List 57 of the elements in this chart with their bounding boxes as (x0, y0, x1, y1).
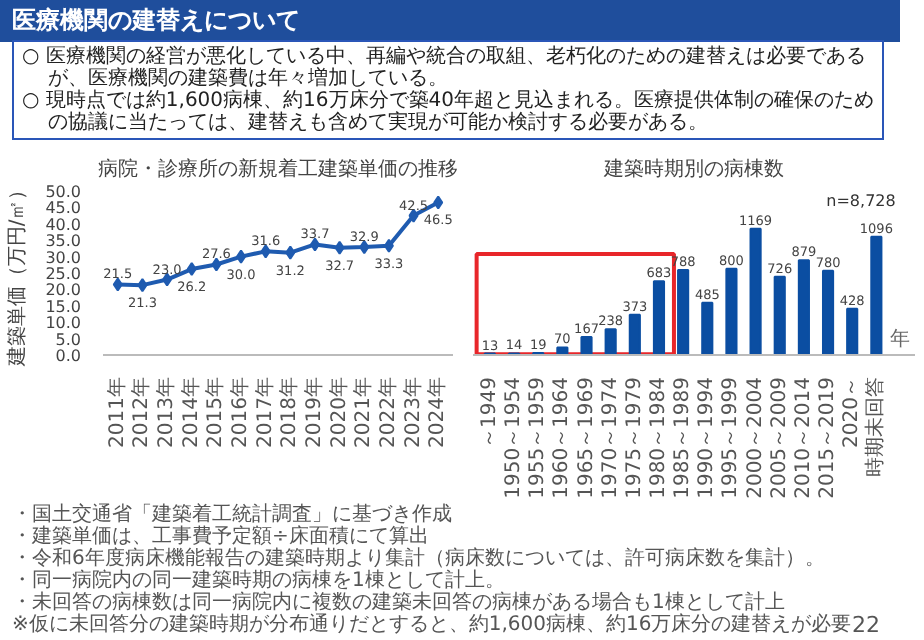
x-tick-label: 2012年 (129, 376, 154, 448)
x-tick-label: 2018年 (277, 376, 302, 448)
x-tick-label: 2015年 (203, 376, 228, 448)
y-tick-label: 50.0 (45, 183, 81, 201)
y-tick-label: 0.0 (55, 347, 82, 365)
text: ・国土交通省「建築着工統計調査」に基づき作成 (12, 504, 454, 526)
x-tick-label: 1955～1959 (527, 376, 550, 499)
x-tick-label: 1990～1994 (696, 376, 719, 499)
text: ※仮に未回答分の建築時期が分布通りだとすると、約1,600病棟、約16万床分の建替えが必要 (12, 614, 852, 636)
text: 医療機関の建替えについて (0, 0, 900, 42)
x-tick-label: 2011年 (104, 376, 129, 448)
y-tick-label: 5.0 (55, 330, 82, 349)
x-tick-label: 2015～2019 (817, 376, 840, 499)
x-tick-label: 2021年 (351, 376, 376, 448)
y-tick-label: 40.0 (45, 215, 81, 234)
text: ・令和6年度病床機能報告の建築時期より集計（病床数については、許可病床数を集計）。 (12, 548, 827, 570)
y-tick-label: 35.0 (45, 232, 81, 251)
chart-title: 建築時期別の病棟数 (602, 157, 784, 181)
x-tick-label: 2013年 (154, 376, 179, 448)
x-tick-label: 2020～ (841, 376, 864, 448)
x-tick-label: 1975～1979 (623, 376, 646, 499)
x-tick-label: 2000～2004 (744, 376, 767, 499)
x-tick-label: 2016年 (228, 376, 253, 448)
y-tick-label: 10.0 (45, 314, 81, 333)
x-tick-label: 1965～1969 (575, 376, 598, 499)
text: ・同一病院内の同一建築時期の病棟を1棟として計上。 (12, 570, 505, 592)
y-tick-label: 30.0 (45, 248, 81, 267)
y-tick-label: 20.0 (45, 281, 81, 300)
x-tick-label: 1995～1999 (720, 376, 743, 499)
chart-title: 病院・診療所の新規着工建築単価の推移 (98, 157, 458, 181)
x-tick-label: 2020年 (326, 376, 351, 448)
x-tick-label: 2022年 (375, 376, 400, 448)
x-tick-label: ～1949 (478, 376, 501, 448)
x-tick-label: 時期未回答 (863, 377, 888, 477)
y-tick-label: 45.0 (45, 199, 81, 218)
x-tick-label: 1970～1974 (599, 376, 622, 499)
text: ・未回答の病棟数は同一病院内に複数の建築未回答の病棟がある場合も1棟として計上 (12, 592, 787, 614)
x-tick-label: 2005～2009 (768, 376, 791, 499)
x-tick-label: 2010～2014 (792, 376, 815, 499)
x-tick-label: 1960～1964 (551, 376, 574, 499)
x-tick-label: 2019年 (301, 376, 326, 448)
text: 22 (852, 612, 880, 638)
x-tick-label: 2014年 (178, 376, 203, 448)
text: ○ 現時点では約1,600病棟、約16万床分で築40年超と見込まれる。医療提供体制の確保のための協議に当たっては、建替えも含めて実現が可能か検討する必要がある。 (22, 90, 874, 134)
x-tick-label: 2024年 (425, 376, 450, 448)
y-tick-label: 25.0 (45, 265, 81, 283)
x-axis-title: 年 (889, 327, 910, 351)
x-tick-label: 2023年 (400, 376, 425, 448)
x-tick-label: 2017年 (252, 376, 277, 448)
y-axis-title: 建築単価（万円/㎡） (5, 179, 30, 369)
text: n=8,728 (826, 192, 896, 211)
text: ・建築単価は、工事費予定額÷床面積にて算出 (12, 526, 431, 548)
y-tick-label: 15.0 (45, 297, 81, 316)
x-tick-label: 1985～1989 (672, 376, 695, 499)
x-tick-label: 1980～1984 (647, 376, 670, 499)
x-tick-label: 1950～1954 (503, 376, 526, 499)
text: ○ 医療機関の経営が悪化している中、再編や統合の取組、老朽化のための建替えは必要であるが、医療機関の建築費は年々増加している。 (22, 46, 868, 90)
